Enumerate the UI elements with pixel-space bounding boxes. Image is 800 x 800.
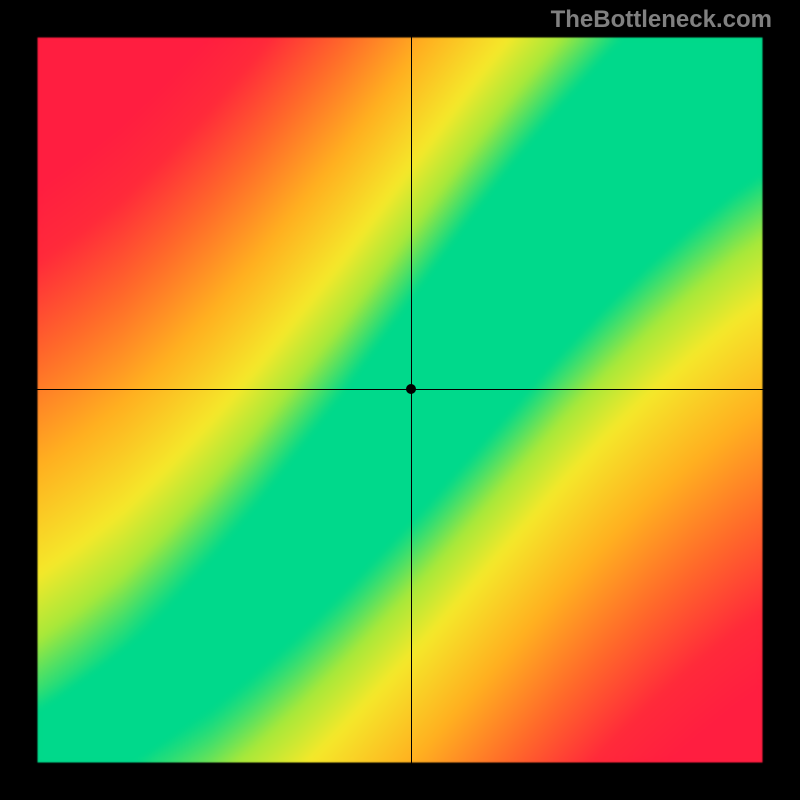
heatmap-canvas [36, 36, 764, 764]
bottleneck-marker [406, 384, 416, 394]
crosshair-vertical [411, 36, 412, 764]
crosshair-horizontal [36, 389, 764, 390]
watermark-text: TheBottleneck.com [551, 6, 772, 34]
heatmap-plot [36, 36, 764, 764]
